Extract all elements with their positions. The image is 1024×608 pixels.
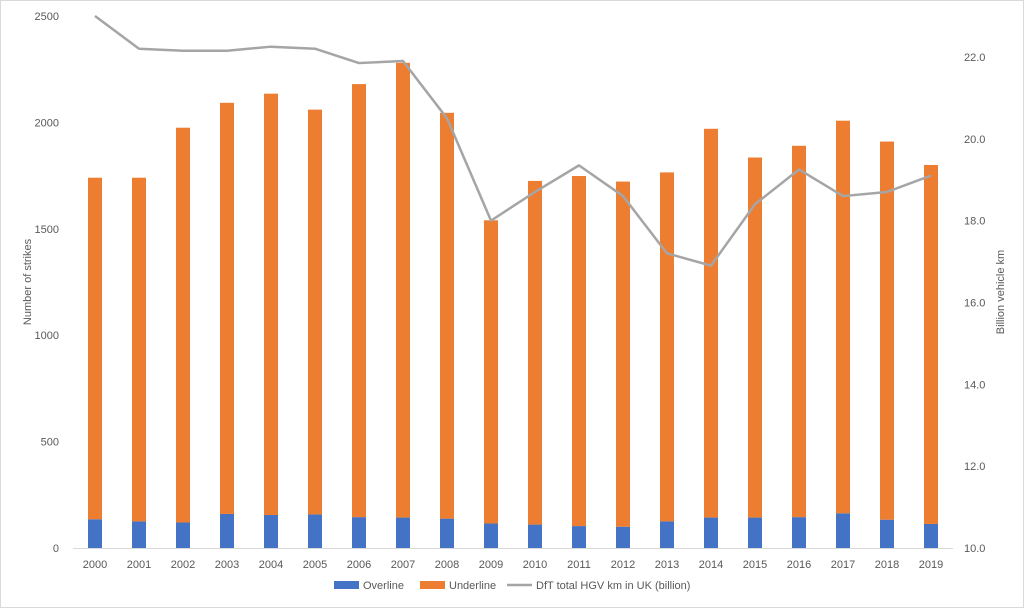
bar-underline-2000 [88,177,102,520]
y-tick-label: 1500 [35,224,59,236]
x-tick-label: 2017 [831,559,855,571]
x-tick-label: 2013 [655,559,679,571]
bar-underline-2014 [704,128,718,518]
x-tick-label: 2019 [919,559,943,571]
x-tick-label: 2018 [875,559,899,571]
bar-overline-2002 [176,522,190,548]
bar-underline-2010 [528,180,542,525]
y2-tick-label: 10.0 [964,543,985,555]
bar-overline-2013 [660,521,674,548]
line-layer [94,14,932,267]
x-tick-label: 2015 [743,559,767,571]
bar-underline-2016 [792,145,806,518]
axis-layer: 0 500 1000 1500 2000 2500 10.0 12.0 14.0 16.0 18.0… [22,11,1007,571]
legend-label-dft-total-hgv-km-in-uk-billion-: DfT total HGV km in UK (billion) [536,580,690,592]
bar-underline-2017 [836,120,850,514]
bar-underline-2008 [440,112,454,519]
bar-overline-2014 [704,517,718,548]
bar-underline-2007 [396,62,410,518]
x-tick-label: 2006 [347,559,371,571]
bar-underline-2001 [132,177,146,522]
x-tick-label: 2001 [127,559,151,571]
bar-underline-2012 [616,181,630,527]
bar-overline-2001 [132,521,146,548]
bar-underline-2015 [748,157,762,518]
x-tick-label: 2009 [479,559,503,571]
y-tick-label: 500 [41,437,59,449]
bar-overline-2006 [352,517,366,548]
bar-underline-2011 [572,176,586,527]
x-tick-label: 2014 [699,559,723,571]
bar-underline-2018 [880,141,894,520]
x-tick-label: 2010 [523,559,547,571]
bar-underline-2009 [484,220,498,524]
x-tick-label: 2000 [83,559,107,571]
x-tick-label: 2003 [215,559,239,571]
bar-overline-2011 [572,526,586,548]
bar-overline-2017 [836,513,850,548]
bar-overline-2012 [616,526,630,548]
x-tick-label: 2002 [171,559,195,571]
bar-overline-2010 [528,524,542,548]
y-tick-label: 2500 [35,11,59,23]
bar-overline-2019 [924,523,938,548]
bar-underline-2019 [924,164,938,524]
x-tick-label: 2011 [567,559,591,571]
y2-tick-label: 12.0 [964,461,985,473]
bar-overline-2000 [88,519,102,548]
x-tick-label: 2007 [391,559,415,571]
bar-overline-2015 [748,517,762,548]
y2-tick-label: 14.0 [964,379,985,391]
bar-underline-2005 [308,109,322,515]
x-tick-label: 2012 [611,559,635,571]
y2-tick-label: 22.0 [964,52,985,64]
x-tick-label: 2008 [435,559,459,571]
legend-label-overline: Overline [363,580,404,592]
y2-tick-label: 18.0 [964,216,985,228]
y-tick-label: 0 [53,543,59,555]
bar-overline-2008 [440,518,454,548]
bar-underline-2006 [352,84,366,518]
x-tick-label: 2004 [259,559,283,571]
x-tick-label: 2005 [303,559,327,571]
legend-swatch-underline [420,581,445,589]
y-axis-title: Number of strikes [22,238,34,325]
bar-overline-2004 [264,515,278,548]
bar-underline-2004 [264,93,278,516]
y2-tick-label: 16.0 [964,297,985,309]
bar-overline-2003 [220,513,234,548]
bar-overline-2007 [396,517,410,548]
bar-underline-2013 [660,172,674,522]
legend-swatch-overline [334,581,359,589]
bar-overline-2018 [880,519,894,548]
legend-label-underline: Underline [449,580,496,592]
y2-tick-label: 20.0 [964,134,985,146]
bars-layer [88,62,938,548]
line-series-hgv-km [94,14,932,267]
bar-underline-2002 [176,127,190,523]
y-tick-label: 1000 [35,330,59,342]
legend: Overline Underline DfT total HGV km in UK … [334,580,690,592]
y-tick-label: 2000 [35,117,59,129]
bar-overline-2005 [308,514,322,548]
bar-underline-2003 [220,102,234,514]
bar-overline-2016 [792,517,806,548]
y2-axis-title: Billion vehicle km [995,250,1007,334]
x-tick-label: 2016 [787,559,811,571]
bar-overline-2009 [484,523,498,548]
